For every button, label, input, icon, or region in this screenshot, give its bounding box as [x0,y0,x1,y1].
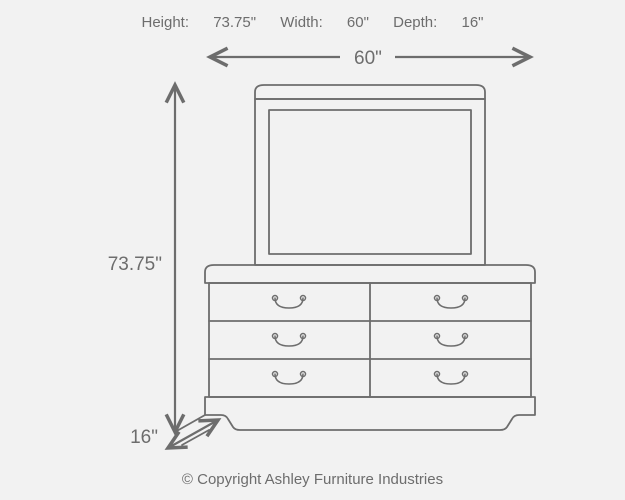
width-callout: 60" [354,48,382,69]
furniture-diagram: 60" 73.75" 16" [0,0,625,500]
dresser [175,265,535,445]
height-callout: 73.75" [108,254,162,275]
spec-width-value: 60" [347,14,369,31]
mirror [255,85,485,265]
spec-height-label: Height: [141,14,189,31]
spec-height-value: 73.75" [213,14,256,31]
spec-width-label: Width: [280,14,323,31]
depth-callout: 16" [130,427,158,448]
spec-depth-label: Depth: [393,14,437,31]
spec-depth-value: 16" [461,14,483,31]
spec-header: Height: 73.75" Width: 60" Depth: 16" [0,14,625,31]
copyright-text: © Copyright Ashley Furniture Industries [0,471,625,488]
